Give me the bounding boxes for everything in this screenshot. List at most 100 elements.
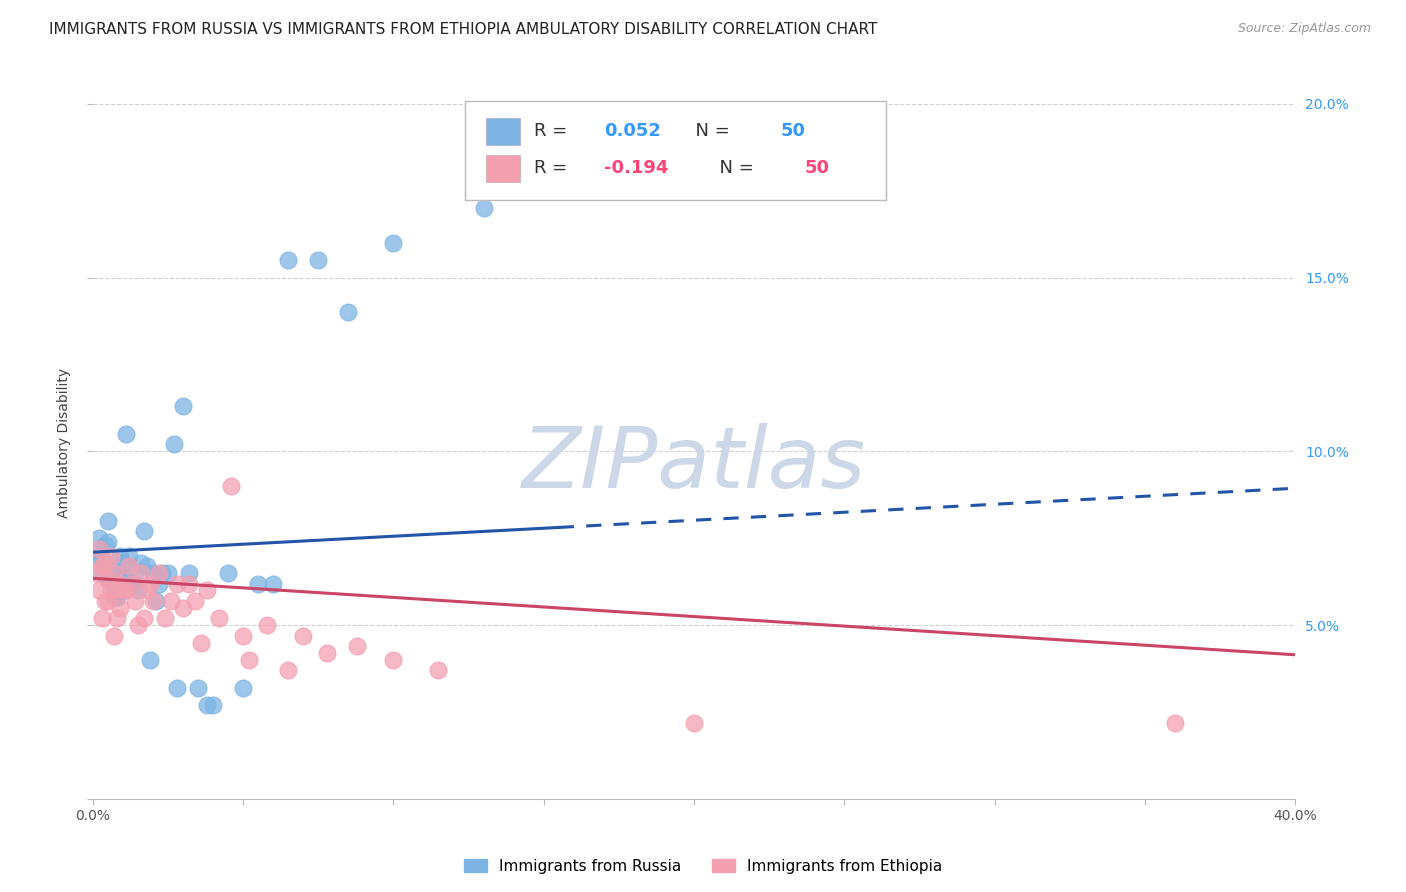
Point [247, 576, 270, 591]
Point [87, 583, 110, 598]
Point [166, 681, 188, 695]
Point [111, 576, 134, 591]
Point [195, 698, 218, 713]
Point [232, 681, 254, 695]
Point [127, 583, 149, 598]
Point [124, 594, 146, 608]
Point [105, 583, 128, 598]
Point [108, 549, 131, 563]
Point [87, 531, 110, 545]
Point [316, 646, 339, 660]
Point [139, 576, 162, 591]
Point [190, 635, 212, 649]
Point [217, 566, 239, 580]
Point [156, 566, 179, 580]
Point [150, 566, 173, 580]
Point [135, 559, 157, 574]
FancyBboxPatch shape [465, 101, 886, 201]
Y-axis label: Ambulatory Disability: Ambulatory Disability [58, 368, 72, 517]
Point [111, 556, 134, 570]
Point [132, 524, 155, 539]
Point [472, 201, 495, 215]
Point [177, 566, 200, 580]
Point [121, 576, 143, 591]
Point [1164, 715, 1187, 730]
Point [232, 629, 254, 643]
Point [148, 576, 170, 591]
Text: R =: R = [534, 160, 574, 178]
Point [97, 594, 120, 608]
Point [307, 253, 329, 268]
Point [105, 611, 128, 625]
Point [145, 594, 167, 608]
Point [100, 549, 122, 563]
Point [187, 681, 209, 695]
Point [337, 305, 360, 319]
Point [184, 594, 207, 608]
Point [683, 715, 706, 730]
Point [84, 566, 107, 580]
Point [103, 566, 125, 580]
Text: 50: 50 [780, 122, 806, 140]
Point [114, 569, 136, 583]
Point [139, 653, 162, 667]
Point [103, 629, 125, 643]
Text: -0.194: -0.194 [603, 160, 668, 178]
Point [118, 549, 141, 563]
Point [105, 573, 128, 587]
Point [208, 611, 231, 625]
Point [172, 399, 194, 413]
Point [114, 427, 136, 442]
Point [346, 639, 368, 653]
Point [177, 576, 200, 591]
Point [148, 566, 170, 580]
Point [382, 653, 405, 667]
Point [114, 583, 136, 598]
Point [108, 600, 131, 615]
Point [124, 566, 146, 580]
Point [238, 653, 260, 667]
Point [97, 573, 120, 587]
Point [160, 594, 183, 608]
Point [93, 556, 115, 570]
Point [127, 618, 149, 632]
Point [87, 545, 110, 559]
Point [105, 591, 128, 605]
Point [84, 556, 107, 570]
Point [111, 583, 134, 598]
Point [90, 566, 112, 580]
Point [142, 594, 165, 608]
Point [100, 583, 122, 598]
Point [129, 556, 152, 570]
Point [201, 698, 224, 713]
Point [97, 534, 120, 549]
Point [277, 664, 299, 678]
Text: Source: ZipAtlas.com: Source: ZipAtlas.com [1237, 22, 1371, 36]
Point [256, 618, 278, 632]
Point [219, 479, 242, 493]
Point [277, 253, 299, 268]
Point [93, 594, 115, 608]
Point [87, 541, 110, 556]
Point [166, 576, 188, 591]
Point [90, 611, 112, 625]
Point [97, 514, 120, 528]
Point [90, 552, 112, 566]
Text: R =: R = [534, 122, 574, 140]
Point [292, 629, 315, 643]
Point [103, 591, 125, 605]
Point [103, 583, 125, 598]
Point [195, 583, 218, 598]
Point [100, 573, 122, 587]
Point [153, 611, 176, 625]
Point [100, 563, 122, 577]
Point [90, 559, 112, 574]
Point [93, 559, 115, 574]
Point [129, 566, 152, 580]
Point [382, 235, 405, 250]
Point [118, 559, 141, 574]
Text: N =: N = [709, 160, 759, 178]
Text: IMMIGRANTS FROM RUSSIA VS IMMIGRANTS FROM ETHIOPIA AMBULATORY DISABILITY CORRELA: IMMIGRANTS FROM RUSSIA VS IMMIGRANTS FRO… [49, 22, 877, 37]
Point [132, 611, 155, 625]
Point [108, 576, 131, 591]
